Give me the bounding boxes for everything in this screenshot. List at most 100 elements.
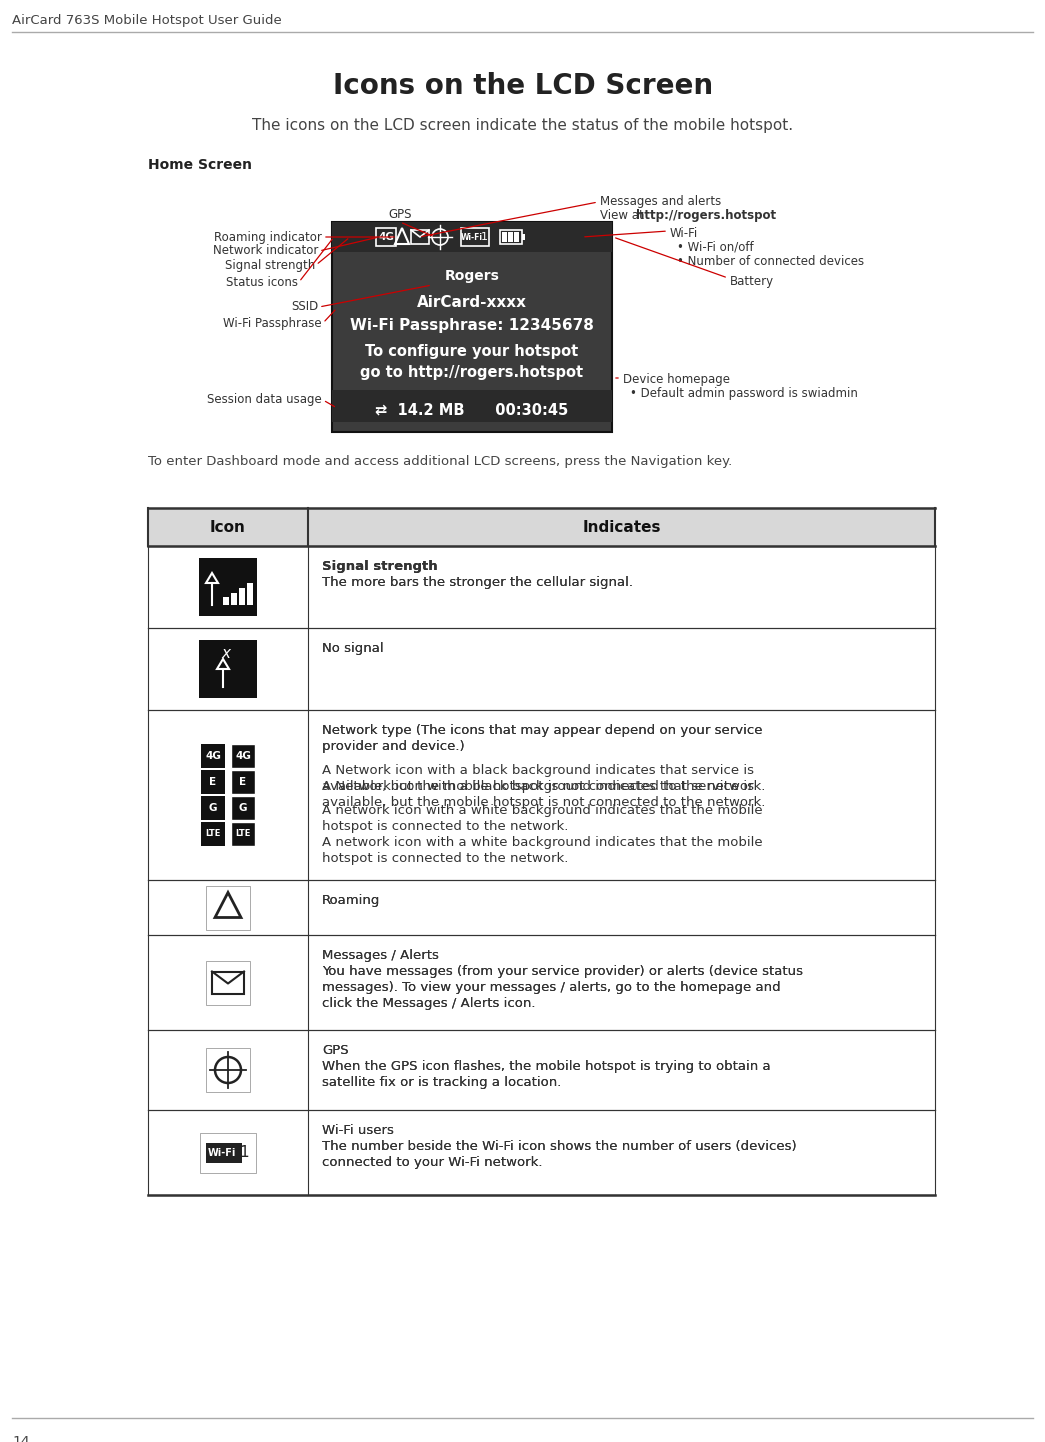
Text: E: E (239, 777, 247, 787)
Text: The more bars the stronger the cellular signal.: The more bars the stronger the cellular … (322, 575, 633, 588)
Text: Wi-Fi: Wi-Fi (670, 226, 698, 239)
Bar (500, 231, 522, 244)
Text: 4G: 4G (235, 751, 251, 761)
Text: provider and device.): provider and device.) (322, 740, 465, 753)
Text: click the Messages / Alerts icon.: click the Messages / Alerts icon. (322, 996, 535, 1009)
Bar (199, 558, 257, 616)
Text: Battery: Battery (730, 275, 774, 288)
Text: Icon: Icon (210, 519, 246, 535)
Text: No signal: No signal (322, 642, 384, 655)
Text: Wi-Fi Passphrase: 12345678: Wi-Fi Passphrase: 12345678 (350, 319, 594, 333)
Bar (332, 222, 612, 433)
Bar (309, 629, 935, 709)
Bar (231, 822, 255, 846)
Text: Network indicator: Network indicator (212, 245, 318, 258)
Text: A network icon with a white background indicates that the mobile: A network icon with a white background i… (322, 805, 763, 818)
Bar (231, 593, 236, 606)
Text: Roaming: Roaming (322, 894, 380, 907)
Text: Wi-Fi users: Wi-Fi users (322, 1123, 394, 1136)
Text: messages). To view your messages / alerts, go to the homepage and: messages). To view your messages / alert… (322, 981, 781, 994)
Text: The icons on the LCD screen indicate the status of the mobile hotspot.: The icons on the LCD screen indicate the… (253, 118, 793, 133)
Text: LTE: LTE (205, 829, 220, 838)
Text: No signal: No signal (322, 642, 384, 655)
Text: Signal strength: Signal strength (322, 559, 438, 572)
Text: Network type (The icons that may appear depend on your service: Network type (The icons that may appear … (322, 724, 763, 737)
Bar (514, 232, 519, 242)
Text: Wi-Fi: Wi-Fi (208, 1148, 236, 1158)
Text: go to http://rogers.hotspot: go to http://rogers.hotspot (361, 365, 583, 381)
Text: Signal strength: Signal strength (225, 258, 315, 271)
Bar (309, 1030, 935, 1110)
Bar (239, 588, 245, 606)
Bar (206, 1142, 242, 1162)
Text: messages). To view your messages / alerts, go to the homepage and: messages). To view your messages / alert… (322, 981, 781, 994)
Text: GPS: GPS (322, 1044, 349, 1057)
Text: 14: 14 (11, 1435, 29, 1442)
Text: hotspot is connected to the network.: hotspot is connected to the network. (322, 852, 568, 865)
Text: The number beside the Wi-Fi icon shows the number of users (devices): The number beside the Wi-Fi icon shows t… (322, 1141, 796, 1154)
Bar (231, 796, 255, 820)
Bar (522, 234, 525, 239)
Text: A network icon with a white background indicates that the mobile: A network icon with a white background i… (322, 836, 763, 849)
Text: SSID: SSID (291, 300, 318, 313)
Text: • Default admin password is swiadmin: • Default admin password is swiadmin (630, 386, 858, 399)
Bar (309, 1110, 935, 1195)
Bar (206, 960, 250, 1005)
Text: available, but the mobile hotspot is not connected to the network.: available, but the mobile hotspot is not… (322, 780, 765, 793)
Text: Rogers: Rogers (444, 270, 500, 283)
Text: GPS: GPS (389, 208, 412, 221)
Bar (502, 232, 507, 242)
Text: Device homepage: Device homepage (623, 373, 730, 386)
Text: • Wi-Fi on/off: • Wi-Fi on/off (677, 241, 753, 254)
Text: available, but the mobile hotspot is not connected to the network.: available, but the mobile hotspot is not… (322, 796, 765, 809)
Text: • Number of connected devices: • Number of connected devices (677, 255, 864, 268)
Bar (349, 232, 352, 235)
Bar (309, 880, 935, 934)
Text: A Network icon with a black background indicates that service is: A Network icon with a black background i… (322, 764, 754, 777)
Text: You have messages (from your service provider) or alerts (device status: You have messages (from your service pro… (322, 965, 803, 978)
Text: A Network icon with a black background indicates that service is: A Network icon with a black background i… (322, 780, 754, 793)
Text: http://rogers.hotspot: http://rogers.hotspot (636, 209, 776, 222)
Bar (148, 508, 935, 547)
Text: AirCard 763S Mobile Hotspot User Guide: AirCard 763S Mobile Hotspot User Guide (11, 14, 282, 27)
Bar (309, 547, 935, 629)
Text: When the GPS icon flashes, the mobile hotspot is trying to obtain a: When the GPS icon flashes, the mobile ho… (322, 1060, 770, 1073)
Text: Icons on the LCD Screen: Icons on the LCD Screen (333, 72, 713, 99)
Text: Signal strength: Signal strength (322, 559, 438, 572)
Bar (357, 229, 361, 238)
Text: Messages and alerts: Messages and alerts (600, 195, 721, 208)
Text: 4G: 4G (205, 751, 220, 761)
Bar (362, 228, 365, 239)
Text: The more bars the stronger the cellular signal.: The more bars the stronger the cellular … (322, 575, 633, 588)
Text: GPS: GPS (322, 1044, 349, 1057)
Text: 1: 1 (239, 1145, 249, 1159)
Text: ⇄  14.2 MB      00:30:45: ⇄ 14.2 MB 00:30:45 (375, 402, 568, 417)
Text: When the GPS icon flashes, the mobile hotspot is trying to obtain a: When the GPS icon flashes, the mobile ho… (322, 1060, 770, 1073)
Text: hotspot is connected to the network.: hotspot is connected to the network. (322, 820, 568, 833)
Bar (309, 709, 935, 880)
Text: To configure your hotspot: To configure your hotspot (366, 345, 579, 359)
Text: Roaming: Roaming (322, 894, 380, 907)
Bar (309, 934, 935, 1030)
Bar (201, 744, 225, 769)
Text: satellite fix or is tracking a location.: satellite fix or is tracking a location. (322, 1076, 561, 1089)
Text: Status icons: Status icons (226, 275, 298, 288)
Text: You have messages (from your service provider) or alerts (device status: You have messages (from your service pro… (322, 965, 803, 978)
Text: 4G: 4G (378, 232, 394, 242)
Text: G: G (209, 803, 217, 813)
Text: Messages / Alerts: Messages / Alerts (322, 949, 439, 962)
Bar (332, 222, 612, 252)
Text: Indicates: Indicates (582, 519, 660, 535)
Text: LTE: LTE (235, 829, 251, 838)
Text: E: E (209, 777, 216, 787)
Text: Session data usage: Session data usage (207, 394, 322, 407)
Text: Wi-Fi users: Wi-Fi users (322, 1123, 394, 1136)
Text: Wi-Fi Passphrase: Wi-Fi Passphrase (224, 316, 322, 330)
Text: provider and device.): provider and device.) (322, 740, 465, 753)
Bar (231, 744, 255, 769)
Text: connected to your Wi-Fi network.: connected to your Wi-Fi network. (322, 1156, 542, 1169)
Text: click the Messages / Alerts icon.: click the Messages / Alerts icon. (322, 996, 535, 1009)
Bar (223, 597, 229, 606)
Text: 1: 1 (481, 232, 488, 242)
Text: To enter Dashboard mode and access additional LCD screens, press the Navigation : To enter Dashboard mode and access addit… (148, 456, 733, 469)
